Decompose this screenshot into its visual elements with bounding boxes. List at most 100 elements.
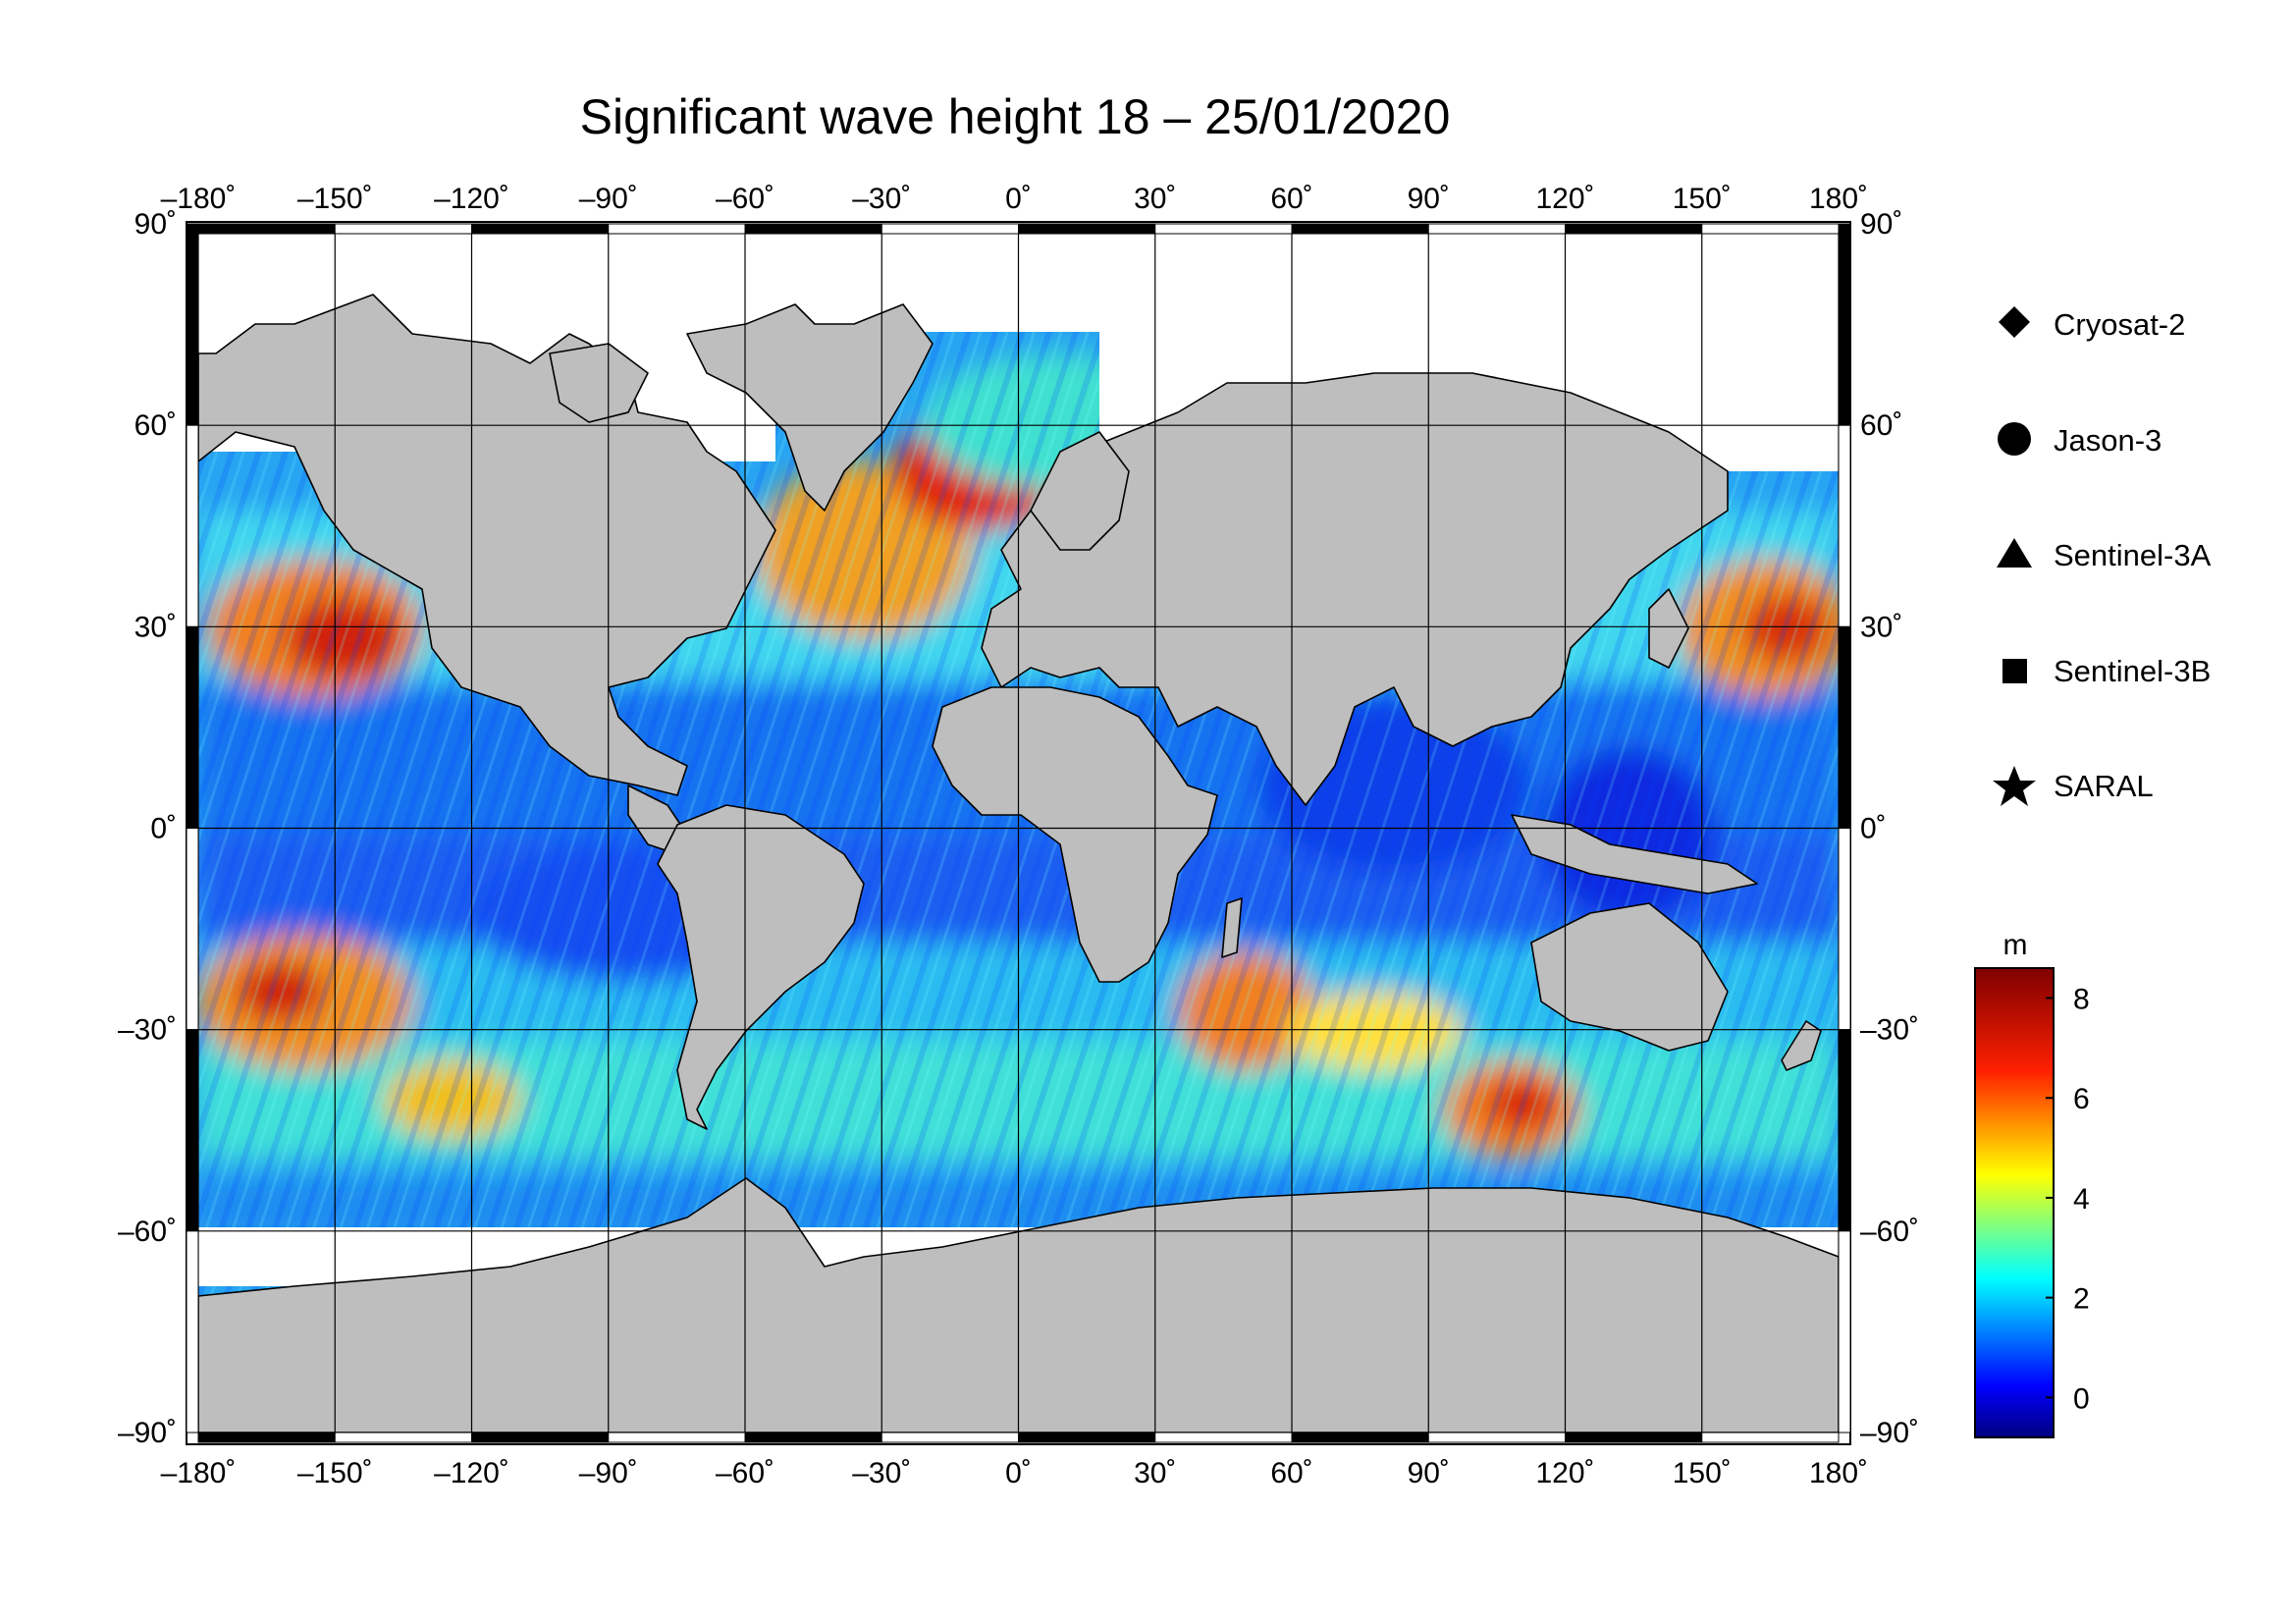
frame-segment-top — [1565, 223, 1703, 235]
lat-labels-right: 90˚ 60˚ 30˚ 0˚ –30˚ –60˚ –90˚ — [1860, 208, 1919, 1449]
frame-segment-bottom — [197, 1432, 336, 1443]
graticule — [198, 224, 1839, 1433]
frame-segment-bottom — [471, 1432, 610, 1443]
frame-segment-bottom — [1427, 1432, 1566, 1443]
colorbar-tick-label: 4 — [2073, 1183, 2090, 1216]
frame-segment-bottom — [1565, 1432, 1703, 1443]
lon-tick-label: –60˚ — [716, 1457, 774, 1489]
lat-tick-label: –60˚ — [118, 1216, 177, 1248]
lon-tick-label: –120˚ — [434, 1457, 509, 1489]
lon-tick-label: –120˚ — [434, 183, 509, 215]
lon-tick-label: –90˚ — [579, 1457, 638, 1489]
star-marker-icon — [1993, 766, 2036, 806]
south-america — [657, 804, 865, 1130]
lat-tick-label: –30˚ — [1860, 1014, 1919, 1047]
lat-tick-label: 90˚ — [134, 208, 177, 241]
square-marker-icon — [2002, 659, 2027, 683]
lon-tick-label: –150˚ — [297, 183, 373, 215]
frame-segment-right — [1838, 625, 1851, 829]
lon-tick-label: –30˚ — [852, 183, 911, 215]
frame-segment-bottom — [1291, 1432, 1429, 1443]
japan — [1648, 588, 1689, 669]
africa — [932, 686, 1218, 983]
lat-labels-left: 90˚ 60˚ 30˚ 0˚ –30˚ –60˚ –90˚ — [118, 208, 177, 1449]
frame-segment-right — [1838, 223, 1851, 426]
lon-labels-top: –180˚ –150˚ –120˚ –90˚ –60˚ –30˚ 0˚ 30˚ 60˚ 90˚ 12… — [161, 183, 1868, 215]
lon-tick-label: 60˚ — [1270, 1457, 1312, 1489]
diamond-marker-icon — [1999, 306, 2030, 338]
frame-segment-top — [744, 223, 882, 235]
lon-tick-label: –60˚ — [716, 183, 774, 215]
lon-tick-label: –180˚ — [161, 183, 237, 215]
lat-tick-label: –90˚ — [1860, 1417, 1919, 1449]
lon-tick-label: 60˚ — [1270, 183, 1312, 215]
lon-tick-label: 150˚ — [1673, 1457, 1732, 1489]
frame-segment-top — [1291, 223, 1429, 235]
lat-tick-label: 0˚ — [150, 813, 177, 845]
lat-tick-label: 0˚ — [1860, 813, 1887, 845]
lon-tick-label: 30˚ — [1134, 1457, 1176, 1489]
frame-segment-right — [1838, 1230, 1851, 1434]
colorbar-tick-label: 6 — [2073, 1083, 2090, 1115]
map-title: Significant wave height 18 – 25/01/2020 — [579, 89, 1451, 144]
lat-tick-label: 60˚ — [1860, 409, 1902, 442]
frame-segment-right — [1838, 424, 1851, 627]
frame-segment-top — [1154, 223, 1293, 235]
legend-label-sentinel-3a: Sentinel-3A — [2054, 538, 2212, 572]
legend-label-saral: SARAL — [2054, 769, 2154, 803]
colorbar-tick-label: 0 — [2073, 1382, 2090, 1415]
frame-segment-bottom — [608, 1432, 746, 1443]
frame-segment-top — [197, 223, 336, 235]
frame-segment-left — [186, 424, 199, 627]
frame-bars — [186, 223, 1851, 1443]
frame-segment-left — [186, 1230, 199, 1434]
frame-segment-right — [1838, 1029, 1851, 1232]
lon-tick-label: 0˚ — [1005, 183, 1032, 215]
lon-tick-label: –90˚ — [579, 183, 638, 215]
north-america — [198, 294, 776, 796]
colorbar-gradient — [1974, 967, 2055, 1438]
circle-marker-icon — [1998, 422, 2031, 456]
lon-tick-label: 90˚ — [1408, 183, 1450, 215]
lon-labels-bottom: –180˚ –150˚ –120˚ –90˚ –60˚ –30˚ 0˚ 30˚ 60˚ 90˚ 12… — [161, 1457, 1868, 1489]
map-area — [198, 224, 1839, 1433]
lat-tick-label: 30˚ — [134, 611, 177, 643]
frame-segment-bottom — [1701, 1432, 1840, 1443]
legend-label-sentinel-3b: Sentinel-3B — [2054, 654, 2211, 688]
lon-tick-label: –30˚ — [852, 1457, 911, 1489]
frame-segment-top — [608, 223, 746, 235]
colorbar-tick-label: 8 — [2073, 984, 2090, 1016]
lon-tick-label: 180˚ — [1809, 1457, 1868, 1489]
madagascar — [1221, 897, 1243, 958]
scandinavia — [1030, 431, 1130, 551]
lon-tick-label: 150˚ — [1673, 183, 1732, 215]
frame-segment-top — [881, 223, 1019, 235]
colorbar-unit: m — [2003, 929, 2028, 961]
frame-segment-bottom — [881, 1432, 1019, 1443]
frame-segment-left — [186, 1029, 199, 1232]
lat-tick-label: 60˚ — [134, 409, 177, 442]
lat-tick-label: –90˚ — [118, 1417, 177, 1449]
frame-segment-bottom — [1154, 1432, 1293, 1443]
maritime-southeast-asia — [1511, 814, 1758, 894]
frame-segment-bottom — [744, 1432, 882, 1443]
frame-segment-top — [334, 223, 472, 235]
lon-tick-label: 30˚ — [1134, 183, 1176, 215]
greenland — [686, 303, 934, 512]
australia — [1530, 902, 1729, 1052]
lat-tick-label: 30˚ — [1860, 611, 1902, 643]
frame-segment-top — [1701, 223, 1840, 235]
frame-segment-top — [471, 223, 610, 235]
lon-tick-label: 180˚ — [1809, 183, 1868, 215]
lon-tick-label: 0˚ — [1005, 1457, 1032, 1489]
frame-segment-bottom — [334, 1432, 472, 1443]
lat-tick-label: –30˚ — [118, 1014, 177, 1047]
satellite-legend: Cryosat-2 Jason-3 Sentinel-3A Sentinel-3… — [1993, 306, 2212, 806]
colorbar-tick-label: 2 — [2073, 1283, 2090, 1316]
legend-label-jason-3: Jason-3 — [2054, 423, 2162, 458]
frame-segment-left — [186, 625, 199, 829]
lon-tick-label: –150˚ — [297, 1457, 373, 1489]
legend-label-cryosat-2: Cryosat-2 — [2054, 307, 2185, 342]
frame-segment-bottom — [1018, 1432, 1156, 1443]
